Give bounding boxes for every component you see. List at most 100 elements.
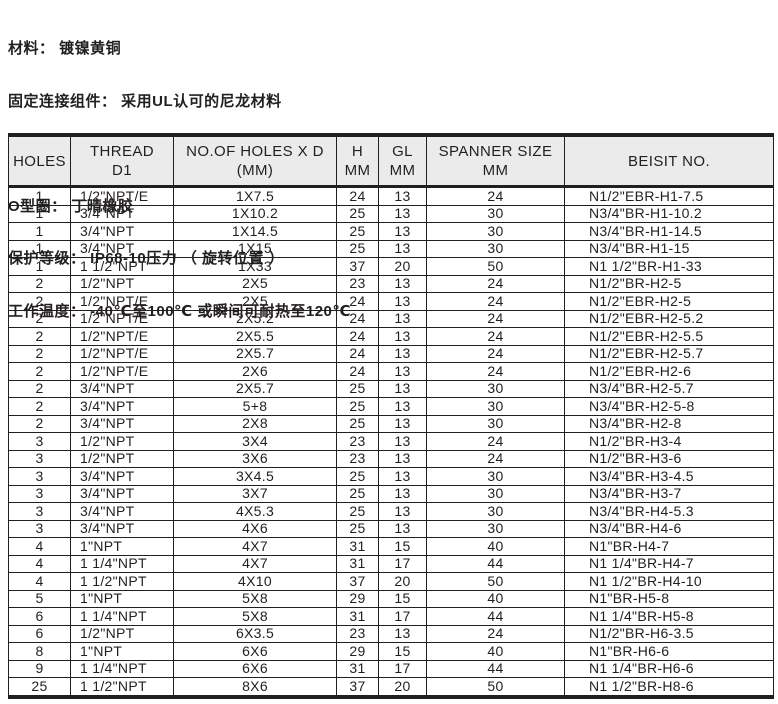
table-row: 2 3/4"NPT 5+8 25 13 30 N3/4"BR-H2-5-8: [8, 397, 774, 416]
table-cell: 2: [8, 344, 71, 363]
table-cell: 8X6: [173, 677, 337, 699]
table-cell: 2: [8, 274, 71, 293]
table-cell: 13: [378, 239, 427, 258]
table-cell: 24: [426, 327, 565, 346]
table-row: 2 3/4"NPT 2X8 25 13 30 N3/4"BR-H2-8: [8, 414, 774, 433]
table-cell: N3/4"BR-H1-15: [564, 239, 774, 258]
table-cell: 3X4: [173, 432, 337, 451]
table-cell: 25: [336, 467, 379, 486]
table-cell: 15: [378, 537, 427, 556]
table-cell: 25: [336, 204, 379, 223]
table-cell: 23: [336, 624, 379, 643]
table-row: 2 1/2"NPT/E 2X5 24 13 24 N1/2"EBR-H2-5: [8, 292, 774, 311]
table-cell: 1/2"NPT: [70, 449, 174, 468]
table-cell: 2X5: [173, 292, 337, 311]
header-cell-thread: THREAD D1: [70, 133, 174, 188]
table-cell: N3/4"BR-H3-4.5: [564, 467, 774, 486]
table-cell: 30: [426, 502, 565, 521]
header-cell-gl: GL MM: [378, 133, 427, 188]
table-cell: 2X6: [173, 362, 337, 381]
table-cell: 2: [8, 292, 71, 311]
table-cell: 4X7: [173, 537, 337, 556]
table-cell: 44: [426, 607, 565, 626]
table-cell: N1 1/4"BR-H4-7: [564, 554, 774, 573]
table-cell: 2: [8, 414, 71, 433]
table-cell: 6: [8, 624, 71, 643]
table-cell: 30: [426, 204, 565, 223]
table-cell: 25: [8, 677, 71, 699]
table-cell: 1 1/4"NPT: [70, 607, 174, 626]
table-cell: 17: [378, 554, 427, 573]
table-cell: 13: [378, 344, 427, 363]
table-cell: 1/2"NPT/E: [70, 186, 174, 206]
table-row: 2 1/2"NPT/E 2X5.7 24 13 24 N1/2"EBR-H2-5.7: [8, 344, 774, 363]
table-cell: 13: [378, 292, 427, 311]
table-cell: 17: [378, 607, 427, 626]
table-cell: N3/4"BR-H4-5.3: [564, 502, 774, 521]
table-cell: 15: [378, 642, 427, 661]
table-cell: 4X5.3: [173, 502, 337, 521]
table-row: 3 3/4"NPT 4X5.3 25 13 30 N3/4"BR-H4-5.3: [8, 502, 774, 521]
table-cell: 3/4"NPT: [70, 502, 174, 521]
table-cell: 17: [378, 659, 427, 678]
table-cell: 3/4"NPT: [70, 379, 174, 398]
table-cell: 24: [426, 362, 565, 381]
table-cell: 24: [426, 449, 565, 468]
table-row: 1 3/4"NPT 1X10.2 25 13 30 N3/4"BR-H1-10.2: [8, 204, 774, 223]
table-cell: 37: [336, 572, 379, 591]
table-row: 2 1/2"NPT/E 2X6 24 13 24 N1/2"EBR-H2-6: [8, 362, 774, 381]
table-cell: 13: [378, 432, 427, 451]
table-cell: 31: [336, 554, 379, 573]
table-cell: 6X3.5: [173, 624, 337, 643]
table-row: 5 1"NPT 5X8 29 15 40 N1"BR-H5-8: [8, 589, 774, 608]
table-cell: N1/2"BR-H3-6: [564, 449, 774, 468]
table-cell: 25: [336, 379, 379, 398]
table-cell: 1/2"NPT/E: [70, 362, 174, 381]
table-cell: 23: [336, 274, 379, 293]
table-cell: 13: [378, 309, 427, 328]
table-cell: 3/4"NPT: [70, 519, 174, 538]
table-cell: N1/2"BR-H2-5: [564, 274, 774, 293]
table-cell: N1 1/2"BR-H4-10: [564, 572, 774, 591]
spec-line-material: 材料： 镀镍黄铜: [8, 40, 122, 57]
table-cell: 30: [426, 222, 565, 241]
table-cell: 4X6: [173, 519, 337, 538]
table-cell: 1"NPT: [70, 537, 174, 556]
table-cell: 25: [336, 239, 379, 258]
table-cell: 1 1/4"NPT: [70, 554, 174, 573]
table-cell: 5X8: [173, 607, 337, 626]
table-cell: 13: [378, 397, 427, 416]
table-cell: 1/2"NPT/E: [70, 292, 174, 311]
table-cell: 3/4"NPT: [70, 239, 174, 258]
table-cell: 5: [8, 589, 71, 608]
table-row: 1 1/2"NPT/E 1X7.5 24 13 24 N1/2"EBR-H1-7.5: [8, 186, 774, 206]
spec-table-body: 1 1/2"NPT/E 1X7.5 24 13 24 N1/2"EBR-H1-7.5 1 3/4…: [8, 186, 774, 699]
table-cell: N3/4"BR-H2-5-8: [564, 397, 774, 416]
table-cell: 3/4"NPT: [70, 204, 174, 223]
table-cell: N1"BR-H6-6: [564, 642, 774, 661]
table-cell: 2X5.5: [173, 327, 337, 346]
header-cell-h: H MM: [336, 133, 379, 188]
table-row: 8 1"NPT 6X6 29 15 40 N1"BR-H6-6: [8, 642, 774, 661]
table-cell: 4: [8, 537, 71, 556]
table-cell: 1 1/2"NPT: [70, 572, 174, 591]
header-cell-holes: HOLES: [8, 133, 71, 188]
table-cell: 1 1/2"NPT: [70, 257, 174, 276]
table-cell: 3X6: [173, 449, 337, 468]
table-row: 2 1/2"NPT/E 2X5.5 24 13 24 N1/2"EBR-H2-5.5: [8, 327, 774, 346]
table-cell: 30: [426, 397, 565, 416]
table-cell: 3X7: [173, 484, 337, 503]
table-cell: 3/4"NPT: [70, 397, 174, 416]
table-cell: 5X8: [173, 589, 337, 608]
table-cell: 30: [426, 467, 565, 486]
table-cell: 15: [378, 589, 427, 608]
table-cell: 13: [378, 624, 427, 643]
table-cell: 1 1/4"NPT: [70, 659, 174, 678]
table-cell: 13: [378, 327, 427, 346]
table-cell: 31: [336, 607, 379, 626]
table-cell: 13: [378, 204, 427, 223]
table-cell: 23: [336, 449, 379, 468]
